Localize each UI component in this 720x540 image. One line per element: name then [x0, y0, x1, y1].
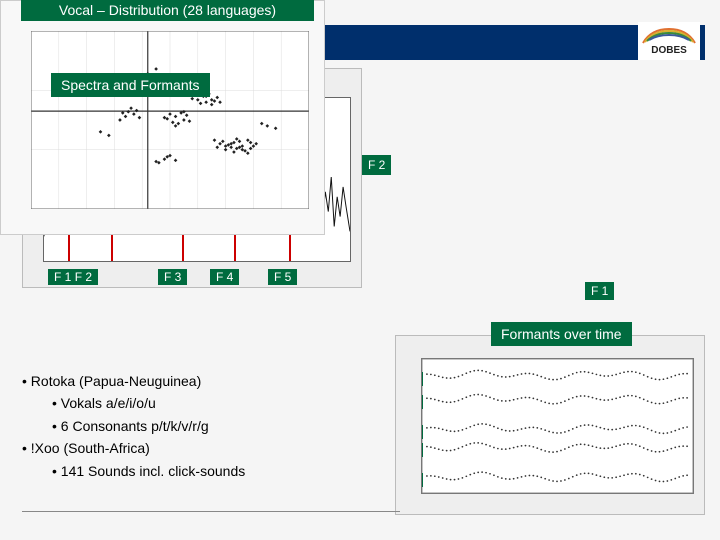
bullet-rotoka: • Rotoka (Papua-Neuguinea): [22, 370, 245, 392]
scatter-panel: Vocal – Distribution (28 languages): [0, 0, 325, 235]
scatter-x-label: F 1: [585, 282, 614, 300]
formants-time-plot: F 5 F 4 F 3 F 2 F 1: [421, 358, 694, 494]
scatter-y-label: F 2: [362, 155, 391, 175]
language-bullets: • Rotoka (Papua-Neuguinea) • Vokals a/e/…: [22, 370, 245, 482]
dobes-logo: DOBES: [638, 22, 700, 60]
bullet-141sounds: • 141 Sounds incl. click-sounds: [52, 460, 245, 482]
formants-time-panel: Formants over time F 5 F 4 F 3 F 2 F 1: [395, 335, 705, 515]
ft-f3-label: F 3: [421, 425, 423, 439]
ft-f5-label: F 5: [421, 372, 423, 386]
ft-f2-label: F 2: [421, 443, 423, 457]
dobes-text: DOBES: [651, 45, 687, 56]
spectra-f4-label: F 4: [210, 269, 239, 285]
footer-divider: [22, 511, 400, 512]
spectra-f1-f2-label: F 1 F 2: [48, 269, 98, 285]
ft-f1-label: F 1: [421, 473, 423, 487]
bullet-xoo: • !Xoo (South-Africa): [22, 437, 245, 459]
formants-time-title: Formants over time: [491, 322, 632, 346]
spectra-f5-label: F 5: [268, 269, 297, 285]
spectra-f3-label: F 3: [158, 269, 187, 285]
ft-f4-label: F 4: [421, 395, 423, 409]
scatter-plot: [31, 31, 309, 209]
bullet-vokals: • Vokals a/e/i/o/u: [52, 392, 245, 414]
bullet-consonants: • 6 Consonants p/t/k/v/r/g: [52, 415, 245, 437]
scatter-title: Vocal – Distribution (28 languages): [21, 0, 314, 21]
spectra-title: Spectra and Formants: [51, 73, 210, 97]
